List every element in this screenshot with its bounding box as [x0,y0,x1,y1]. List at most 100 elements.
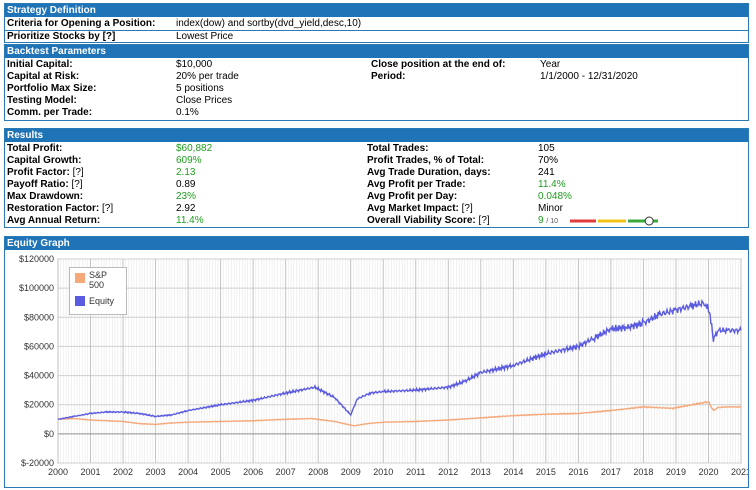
results-value: 609% [176,155,202,166]
criteria-row: Criteria for Opening a Position: [7,18,155,30]
y-tick-label: $80000 [24,312,54,322]
x-tick-label: 2018 [633,467,653,477]
equity-graph-header: Equity Graph [5,237,748,250]
strategy-definition-header: Strategy Definition [5,4,748,17]
help-link[interactable]: [?] [71,179,83,190]
results-label-row: Max Drawdown: [7,191,83,203]
backtest-value: Close Prices [176,95,233,106]
x-tick-label: 2015 [536,467,556,477]
x-tick-label: 2003 [146,467,166,477]
results-label: Payoff Ratio: [7,179,69,190]
results-label-row: Capital Growth: [7,155,81,167]
x-tick-label: 2019 [666,467,686,477]
results-value: 2.92 [176,203,196,214]
y-tick-label: $60000 [24,341,54,351]
backtest-value: 1/1/2000 - 12/31/2020 [540,71,638,82]
x-tick-label: 2017 [601,467,621,477]
y-tick-label: $40000 [24,371,54,381]
viability-gauge [570,216,658,226]
prioritize-label: Prioritize Stocks by [7,31,100,42]
help-link[interactable]: [?] [478,215,490,226]
backtest-value: 20% per trade [176,71,239,82]
y-tick-label: $120000 [19,254,54,264]
results-label-row: Avg Profit per Trade: [367,179,466,191]
x-tick-label: 2020 [698,467,718,477]
results-label: Total Profit: [7,143,63,154]
x-tick-label: 2002 [113,467,133,477]
x-tick-label: 2016 [568,467,588,477]
x-tick-label: 2007 [276,467,296,477]
backtest-label: Capital at Risk: [7,71,80,82]
x-tick-label: 2004 [178,467,198,477]
backtest-label: Close position at the end of: [371,59,506,70]
help-link[interactable]: [?] [72,167,84,178]
results-label: Avg Trade Duration, days: [367,167,491,178]
results-value: 105 [538,143,555,154]
results-value: 70% [538,155,559,166]
results-value: Minor [538,203,564,214]
results-value: $60,882 [176,143,213,154]
x-tick-label: 2008 [308,467,328,477]
divider [5,30,748,31]
viability-score-value: 9 [538,215,544,226]
results-label: Avg Profit per Day: [367,191,458,202]
chart-legend: S&P 500 Equity [69,267,127,315]
backtest-label: Portfolio Max Size: [7,83,97,94]
results-header: Results [5,129,748,142]
x-tick-label: 2012 [438,467,458,477]
legend-sp-label: S&P 500 [89,270,107,290]
x-tick-label: 2021 [731,467,748,477]
backtest-value: 0.1% [176,107,199,118]
results-label: Avg Annual Return: [7,215,101,226]
results-label-row: Total Profit: [7,143,62,155]
y-tick-label: $100000 [19,283,54,293]
sp500-series-line [57,400,742,427]
results-label: Avg Profit per Trade: [367,179,466,190]
results-label: Total Trades: [367,143,429,154]
y-tick-label: $-20000 [21,458,54,468]
help-link[interactable]: [?] [461,203,473,214]
legend-equity-swatch [75,296,85,306]
help-link[interactable]: [?] [102,203,114,214]
prioritize-help-link[interactable]: [?] [102,31,116,42]
equity-series-line [57,298,742,420]
strategy-definition-panel: Strategy Definition Criteria for Opening… [4,3,749,43]
x-tick-label: 2006 [243,467,263,477]
results-value: 11.4% [176,215,204,226]
x-tick-label: 2014 [503,467,523,477]
results-label-row: Profit Factor: [?] [7,167,84,179]
backtest-label: Comm. per Trade: [7,107,93,118]
criteria-label: Criteria for Opening a Position: [7,18,156,29]
results-label-row: Restoration Factor: [?] [7,203,113,215]
results-label-row: Avg Trade Duration, days: [367,167,491,179]
gauge-marker [644,216,654,226]
results-panel: Results Total Profit: $60,882 Capital Grow… [4,128,749,228]
y-tick-label: $20000 [24,400,54,410]
prioritize-value: Lowest Price [176,31,234,42]
results-label: Avg Market Impact: [367,203,459,214]
backtest-label: Period: [371,71,406,82]
equity-chart: $120000 $100000 $80000 $60000 $40000 $20000 $0… [19,254,748,477]
backtest-value: 5 positions [176,83,224,94]
results-label: Overall Viability Score: [367,215,476,226]
legend-equity-label: Equity [89,296,115,306]
backtest-value: $10,000 [176,59,213,70]
results-label-row: Overall Viability Score: [?] [367,215,490,227]
x-tick-label: 2000 [48,467,68,477]
x-tick-label: 2011 [406,467,425,477]
backtest-value: Year [540,59,561,70]
results-value: 0.048% [538,191,572,202]
x-tick-label: 2001 [81,467,101,477]
results-label-row: Profit Trades, % of Total: [367,155,484,167]
results-value: 23% [176,191,197,202]
backtest-parameters-panel: Backtest Parameters Initial Capital: $10,… [4,44,749,121]
results-value: 0.89 [176,179,196,190]
results-value: 11.4% [538,179,566,190]
results-label-row: Total Trades: [367,143,429,155]
results-label-row: Payoff Ratio: [?] [7,179,83,191]
results-label-row: Avg Profit per Day: [367,191,457,203]
viability-score: 9 / 10 [538,215,558,227]
prioritize-row: Prioritize Stocks by [?] [7,31,115,43]
results-value: 2.13 [176,167,196,178]
y-tick-label: $0 [44,429,54,439]
